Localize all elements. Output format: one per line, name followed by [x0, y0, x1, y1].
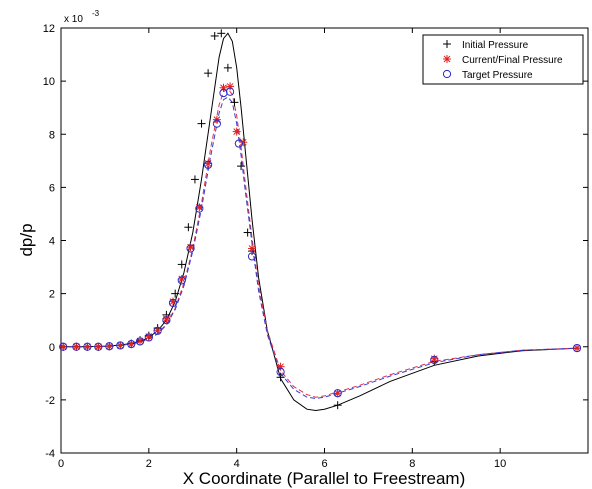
legend-marker-initial	[443, 40, 451, 48]
data-point-initial	[204, 69, 213, 78]
data-point-current	[232, 127, 241, 136]
data-point-initial	[217, 29, 226, 38]
y-tick-label: 0	[49, 342, 55, 354]
data-point-initial	[210, 31, 219, 40]
y-scale-exponent: -3	[92, 9, 100, 18]
y-tick-label: -4	[45, 448, 55, 460]
data-point-target	[168, 298, 178, 308]
data-point-current	[59, 342, 68, 351]
series-line-target	[61, 96, 580, 400]
y-tick-label: 6	[49, 182, 55, 194]
data-point-initial	[171, 289, 180, 298]
data-point-target	[177, 276, 186, 285]
legend-label-target: Target Pressure	[462, 70, 533, 81]
x-tick-label: 2	[146, 458, 152, 470]
data-point-target	[234, 139, 243, 148]
data-point-initial	[197, 119, 206, 128]
data-point-target	[195, 204, 204, 213]
data-point-target	[105, 342, 114, 351]
y-tick-label: 12	[43, 23, 55, 35]
data-point-initial	[190, 175, 199, 184]
data-point-initial	[243, 228, 252, 237]
data-point-initial	[184, 223, 193, 232]
x-tick-label: 6	[321, 458, 327, 470]
data-point-target	[572, 343, 582, 353]
data-point-target	[127, 339, 136, 349]
data-point-target	[333, 389, 342, 398]
data-point-target	[135, 337, 145, 346]
data-point-current	[573, 344, 582, 353]
data-point-target	[225, 87, 235, 96]
data-point-current	[333, 389, 342, 398]
legend-marker-current	[443, 55, 451, 63]
legend-marker-target	[442, 69, 452, 79]
y-tick-label: -2	[45, 395, 55, 407]
data-point-target	[153, 326, 162, 335]
legend-label-initial: Initial Pressure	[462, 40, 529, 51]
data-point-initial	[230, 98, 239, 107]
data-point-current	[72, 342, 81, 351]
data-point-current	[105, 342, 114, 351]
y-tick-label: 8	[49, 129, 55, 141]
x-axis-label: X Coordinate (Parallel to Freestream)	[183, 469, 466, 488]
data-point-initial	[223, 63, 232, 72]
data-point-target	[72, 342, 81, 351]
y-tick-label: 10	[43, 76, 55, 88]
y-tick-label: 2	[49, 289, 55, 301]
data-point-target	[116, 341, 125, 350]
data-point-initial	[177, 260, 186, 269]
y-tick-label: 4	[49, 236, 55, 248]
data-point-target	[94, 342, 103, 351]
axis-ticks: 0 2 4 6 8 10 -4 -2 0 2 4 6 8 10 12	[43, 23, 588, 470]
x-tick-label: 10	[494, 458, 506, 470]
legend-label-current: Current/Final Pressure	[462, 55, 563, 66]
data-point-initial	[276, 373, 285, 382]
series-layer	[59, 29, 582, 412]
data-point-target	[59, 342, 68, 351]
series-line-current	[61, 88, 580, 398]
data-point-current	[116, 341, 125, 350]
plot-area	[60, 27, 589, 454]
data-point-target	[162, 316, 171, 325]
data-point-current	[248, 244, 257, 253]
y-scale-multiplier: x 10	[64, 14, 83, 25]
data-point-target	[212, 119, 222, 128]
data-point-current	[239, 138, 248, 147]
legend-markers	[442, 40, 452, 79]
data-point-target	[83, 342, 92, 351]
data-point-target	[186, 244, 195, 253]
x-tick-label: 4	[234, 458, 240, 470]
x-tick-label: 0	[58, 458, 64, 470]
data-point-target	[204, 160, 213, 169]
x-tick-label: 8	[409, 458, 415, 470]
data-point-target	[144, 333, 153, 342]
data-point-current	[94, 342, 103, 351]
legend: Initial Pressure Current/Final Pressure …	[422, 34, 584, 85]
data-point-initial	[237, 162, 246, 171]
data-point-target	[247, 252, 257, 261]
data-point-target	[276, 367, 285, 377]
data-point-current	[83, 342, 92, 351]
y-axis-label: dp/p	[17, 223, 36, 256]
data-point-initial	[333, 401, 342, 410]
data-point-target	[430, 355, 439, 365]
data-point-current	[127, 340, 136, 349]
